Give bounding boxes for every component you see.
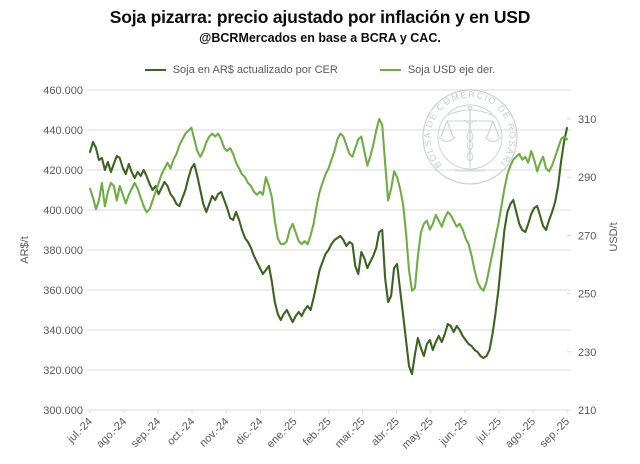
x-axis-tick-label: sep.-25 [538,416,572,450]
right-axis-tick-label: 210 [578,405,596,417]
left-axis-tick-label: 380.000 [43,245,83,257]
legend-item-usd: Soja USD eje der. [379,64,496,76]
x-axis-tick-label: dic.-24 [234,416,266,448]
x-axis-tick-label: jul.-25 [474,416,504,446]
right-axis-tick-label: 270 [578,230,596,242]
left-axis-tick-label: 420.000 [43,165,83,177]
x-axis-tick-label: jun.-25 [437,416,470,449]
x-axis-tick-label: jul.-24 [65,416,95,446]
right-axis-title: USD/t [608,222,620,251]
x-axis-tick-label: ago.-24 [94,416,129,451]
left-axis-title: AR$/t [19,236,31,264]
left-axis-tick-label: 340.000 [43,325,83,337]
legend-label-usd: Soja USD eje der. [407,64,496,76]
series-line-usd [88,117,569,292]
x-axis-tick-label: mar.-25 [333,416,368,451]
left-axis-tick-label: 400.000 [43,205,83,217]
right-axis-tick-label: 230 [578,347,596,359]
x-axis-tick-label: may.-25 [400,416,436,452]
legend-line-swatch-usd [379,68,401,72]
gridlines-layer [87,89,571,413]
left-axis-tick-label: 460.000 [43,85,83,97]
left-axis-tick-label: 440.000 [43,125,83,137]
right-axis-tick-label: 290 [578,172,596,184]
x-axis-tick-label: oct.-24 [165,416,197,448]
caduceus-scales-icon [438,105,502,172]
left-axis-tick-label: 300.000 [43,405,83,417]
x-axis-tick-label: ene.-25 [265,416,300,451]
x-axis-tick-label: sep.-24 [129,416,163,450]
seal-outer-ring [422,89,518,185]
chart-title: Soja pizarra: precio ajustado por inflac… [109,7,531,27]
x-axis-tick-label: feb.-25 [301,416,334,449]
x-axis-tick-label: nov.-24 [198,416,232,450]
x-axis-tick-label: ago.-25 [503,416,538,451]
legend-label-ars: Soja en AR$ actualizado por CER [172,64,338,76]
data-series-layer [88,117,569,376]
seal-inner-ring [437,104,503,170]
legend-line-swatch-ars [144,68,166,72]
legend-item-ars: Soja en AR$ actualizado por CER [144,64,338,76]
x-axis-tick-label: abr.-25 [369,416,402,449]
chart-legend: Soja en AR$ actualizado por CER Soja USD… [0,61,640,79]
right-axis-tick-label: 250 [578,289,596,301]
series-line-ars-cer [88,126,569,376]
chart-subtitle: @BCRMercados en base a BCRA y CAC. [199,31,441,45]
right-axis-tick-label: 310 [578,114,596,126]
left-axis-tick-label: 360.000 [43,285,83,297]
left-axis-tick-label: 320.000 [43,365,83,377]
